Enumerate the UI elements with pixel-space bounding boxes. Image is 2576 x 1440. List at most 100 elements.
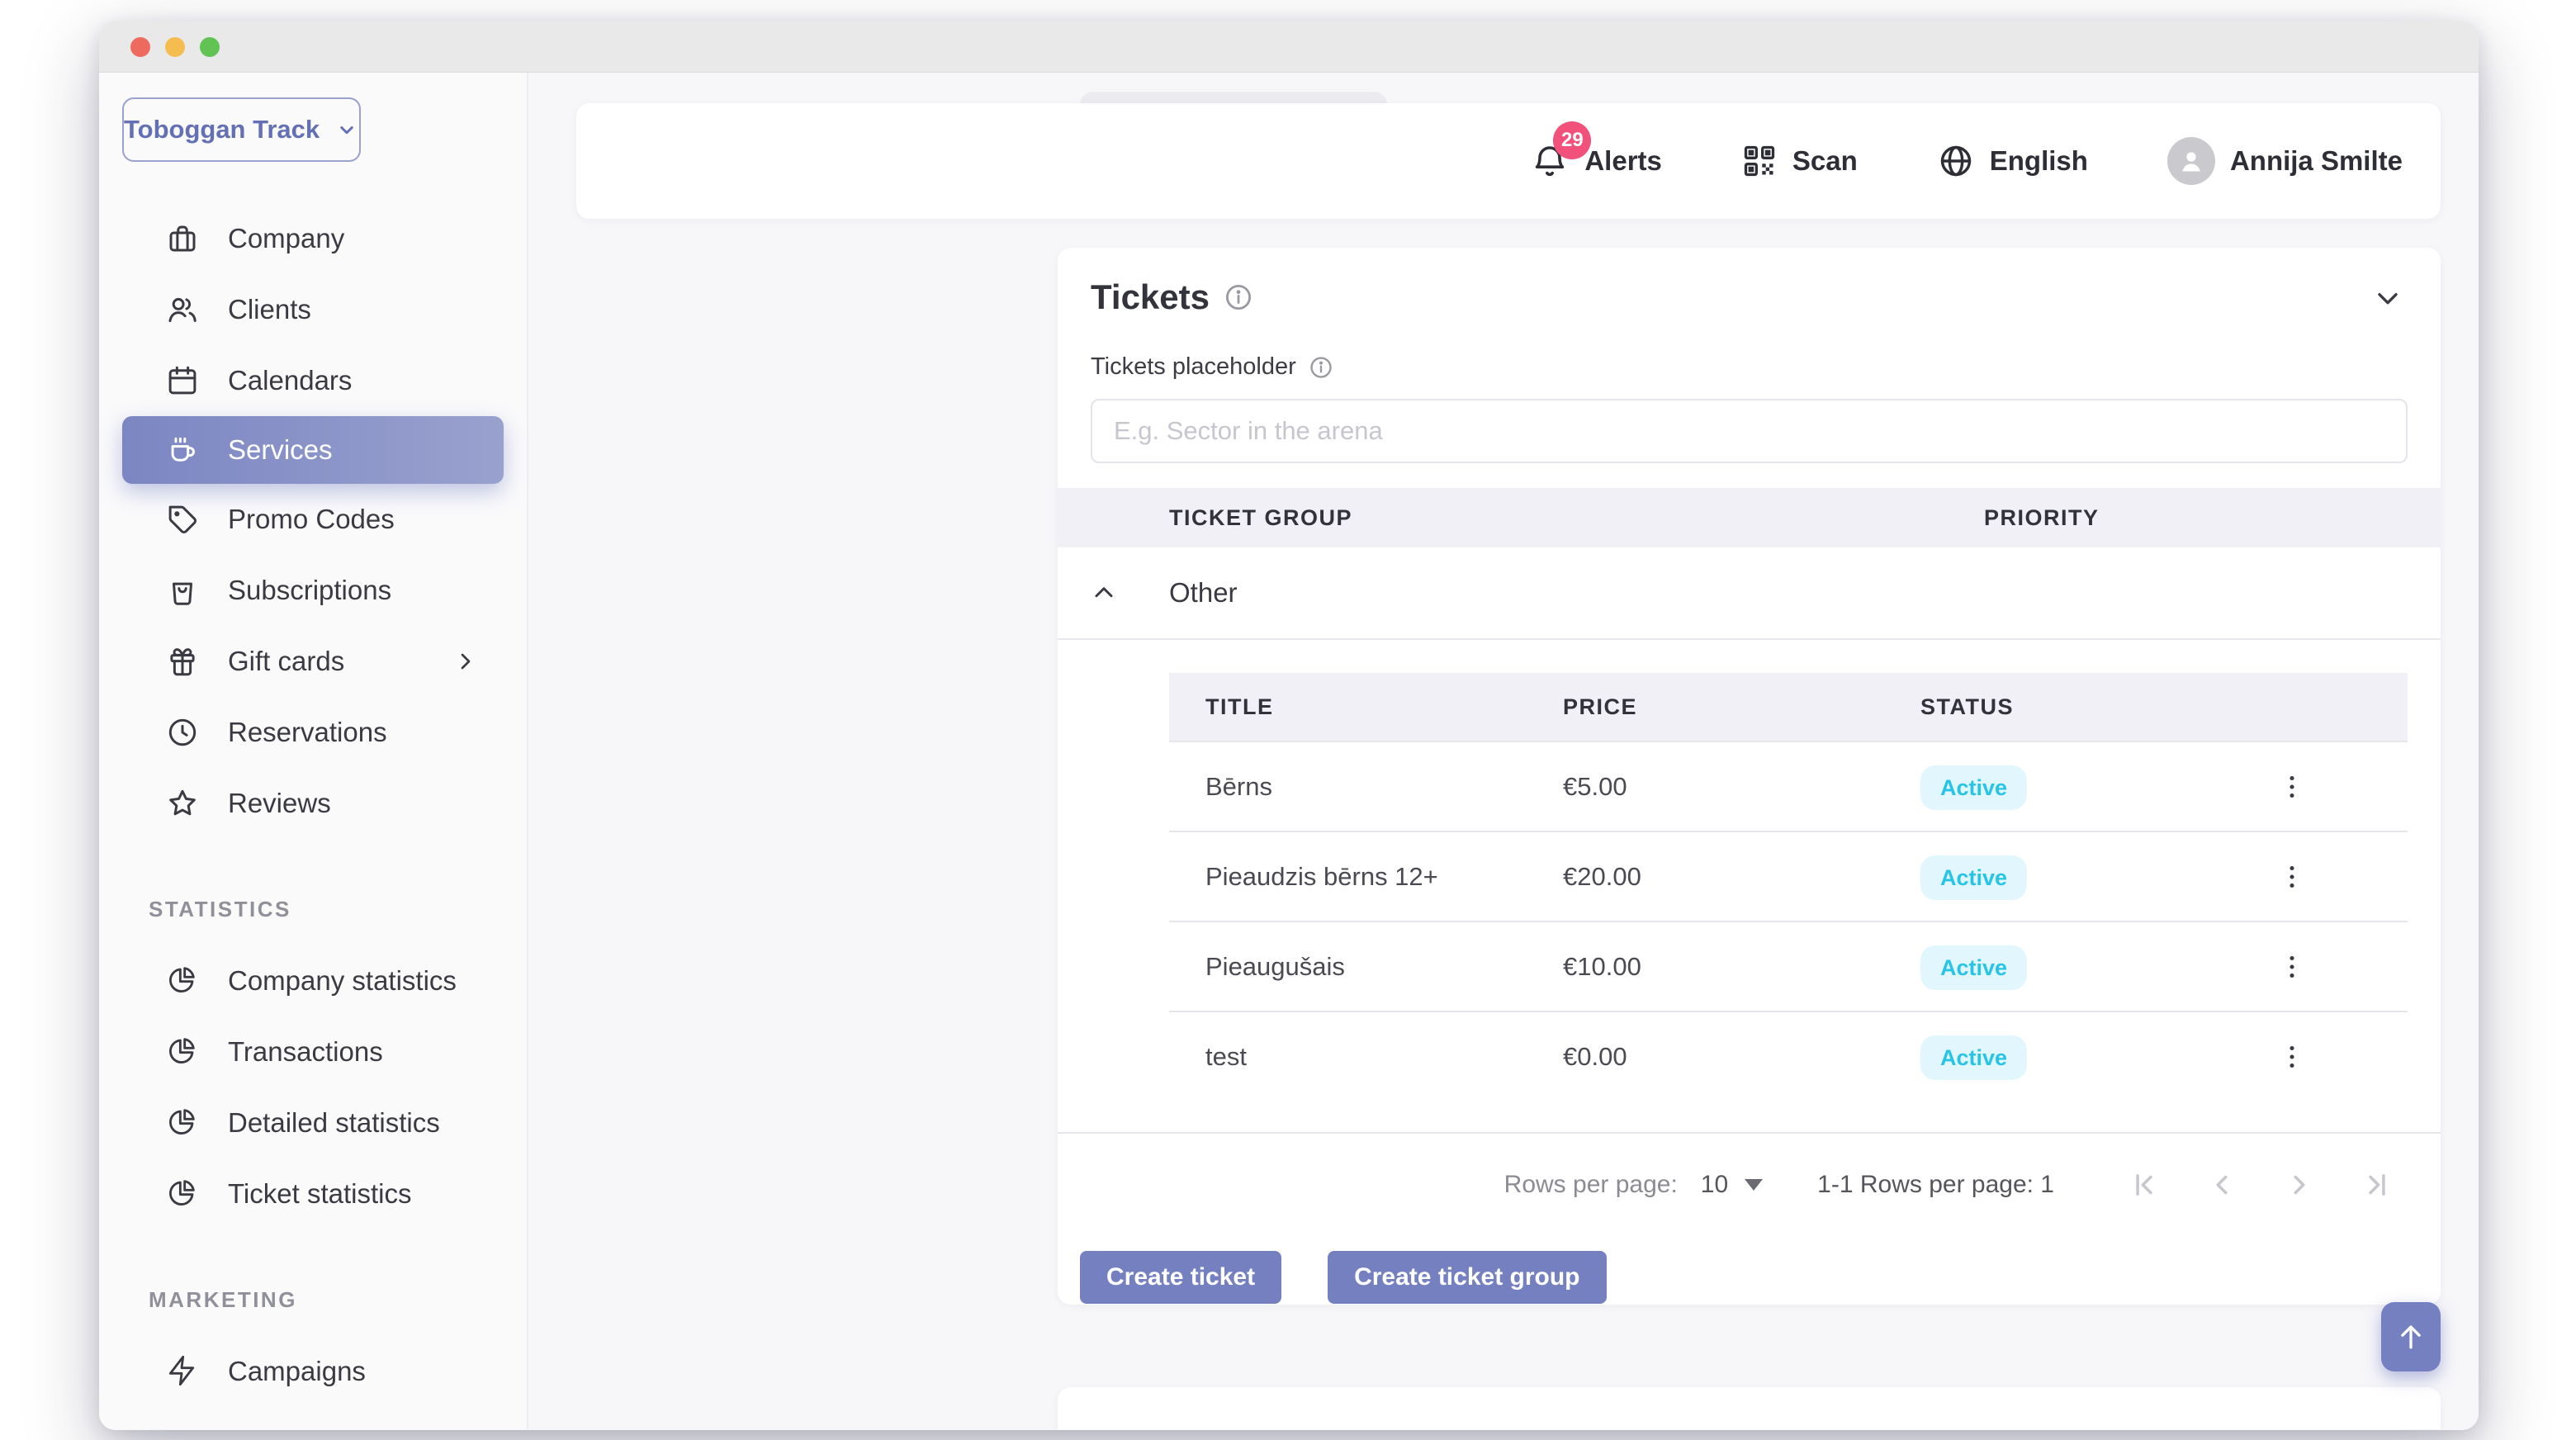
sidebar-item-ticket-statistics[interactable]: Ticket statistics <box>99 1158 527 1229</box>
rows-per-page-label: Rows per page: <box>1503 1171 1678 1198</box>
last-page-icon[interactable] <box>2361 1169 2393 1201</box>
clock-icon <box>165 715 200 750</box>
status-badge: Active <box>1920 945 2028 990</box>
sidebar-item-label: Company statistics <box>228 965 457 996</box>
tickets-table: TITLE PRICE STATUS Bērns €5.00 Active Pi… <box>1169 673 2408 1101</box>
create-ticket-group-button[interactable]: Create ticket group <box>1328 1251 1607 1304</box>
first-page-icon[interactable] <box>2129 1169 2160 1201</box>
main-content: 29 Alerts Scan English <box>528 73 2479 1429</box>
sidebar-item-label: Clients <box>228 294 311 324</box>
column-price: PRICE <box>1563 694 1638 719</box>
tickets-table-header: TITLE PRICE STATUS <box>1169 673 2408 741</box>
create-ticket-button[interactable]: Create ticket <box>1080 1251 1282 1304</box>
workspace-name: Toboggan Track <box>124 115 320 144</box>
qr-code-icon <box>1741 143 1778 179</box>
collapse-group-chevron-icon[interactable] <box>1089 578 1119 608</box>
sidebar-section-statistics: STATISTICS <box>149 897 291 921</box>
row-actions-kebab-icon[interactable] <box>2277 1042 2307 1072</box>
row-actions-kebab-icon[interactable] <box>2277 772 2307 802</box>
column-status: STATUS <box>1920 694 2014 719</box>
info-icon[interactable] <box>1223 282 1254 313</box>
ticket-group-row[interactable]: Other <box>1058 547 2441 640</box>
info-icon[interactable] <box>1308 354 1334 381</box>
next-page-icon[interactable] <box>2284 1169 2315 1201</box>
sidebar-item-label: Calendars <box>228 365 353 396</box>
ticket-title: Bērns <box>1205 771 1272 801</box>
chevron-down-icon <box>334 117 359 142</box>
caret-down-icon <box>1745 1179 1764 1191</box>
coffee-cup-icon <box>165 433 200 467</box>
row-actions-kebab-icon[interactable] <box>2277 862 2307 892</box>
window-close-button[interactable] <box>130 36 150 57</box>
sidebar-item-label: Transactions <box>228 1036 383 1067</box>
ticket-title: Pieaudzis bērns 12+ <box>1205 861 1438 891</box>
column-ticket-group: TICKET GROUP <box>1169 504 1353 530</box>
tag-icon <box>165 502 200 537</box>
previous-page-icon[interactable] <box>2206 1169 2237 1201</box>
rows-per-page-value: 10 <box>1700 1171 1729 1198</box>
window-minimize-button[interactable] <box>165 36 185 57</box>
pie-chart-icon <box>165 1106 200 1140</box>
sidebar-item-reviews[interactable]: Reviews <box>99 768 527 839</box>
pie-chart-icon <box>165 1035 200 1069</box>
table-row: Pieaudzis bērns 12+ €20.00 Active <box>1169 831 2408 921</box>
sidebar-item-subscriptions[interactable]: Subscriptions <box>99 555 527 626</box>
gift-icon <box>165 644 200 679</box>
user-menu[interactable]: Annija Smilte <box>2166 137 2403 185</box>
scroll-to-top-button[interactable] <box>2381 1302 2441 1371</box>
tickets-placeholder-input[interactable] <box>1091 399 2408 463</box>
sidebar-item-label: Subscriptions <box>228 575 392 605</box>
pagination: Rows per page: 10 1-1 Rows per page: 1 <box>1058 1134 2441 1236</box>
topbar: 29 Alerts Scan English <box>576 103 2441 219</box>
sidebar-item-company[interactable]: Company <box>99 203 527 274</box>
star-icon <box>165 786 200 821</box>
sidebar-item-detailed-statistics[interactable]: Detailed statistics <box>99 1087 527 1158</box>
window-titlebar <box>99 21 2479 73</box>
ticket-title: test <box>1205 1041 1247 1071</box>
sidebar-item-services[interactable]: Services <box>122 416 504 484</box>
status-badge: Active <box>1920 1035 2028 1080</box>
sidebar-item-transactions[interactable]: Transactions <box>99 1016 527 1087</box>
globe-icon <box>1937 142 1975 180</box>
workspace-switcher[interactable]: Toboggan Track <box>122 97 362 162</box>
alerts-label: Alerts <box>1584 145 1662 176</box>
user-name: Annija Smilte <box>2229 145 2403 176</box>
collapse-card-chevron-icon[interactable] <box>2371 281 2404 314</box>
sidebar-item-clients[interactable]: Clients <box>99 274 527 345</box>
ticket-price: €0.00 <box>1563 1041 1627 1071</box>
arrow-up-icon <box>2393 1319 2429 1355</box>
group-name: Other <box>1169 577 1238 608</box>
chevron-right-icon <box>452 648 479 675</box>
sidebar-item-label: Services <box>228 434 333 465</box>
rows-per-page-select[interactable]: 10 <box>1700 1171 1764 1199</box>
tickets-card: Tickets Tickets placeholder <box>1058 248 2441 1305</box>
ticket-price: €5.00 <box>1563 771 1627 801</box>
sidebar-item-calendars[interactable]: Calendars <box>99 345 527 416</box>
ticket-price: €10.00 <box>1563 951 1641 981</box>
status-badge: Active <box>1920 765 2028 810</box>
table-row: Bērns €5.00 Active <box>1169 741 2408 831</box>
pie-chart-icon <box>165 964 200 998</box>
sidebar-item-reservations[interactable]: Reservations <box>99 697 527 768</box>
scan-label: Scan <box>1792 145 1858 176</box>
sidebar-item-gift-cards[interactable]: Gift cards <box>99 626 527 697</box>
sidebar-item-label: Campaigns <box>228 1356 366 1386</box>
sidebar-item-company-statistics[interactable]: Company statistics <box>99 945 527 1016</box>
pie-chart-icon <box>165 1177 200 1211</box>
alerts-button[interactable]: 29 Alerts <box>1530 121 1662 181</box>
language-selector[interactable]: English <box>1937 142 2088 180</box>
pagination-range: 1-1 Rows per page: 1 <box>1817 1171 2054 1198</box>
app-window: Toboggan Track Company Clients <box>99 21 2479 1430</box>
window-zoom-button[interactable] <box>200 36 220 57</box>
row-actions-kebab-icon[interactable] <box>2277 952 2307 982</box>
sidebar-item-label: Promo Codes <box>228 504 395 534</box>
sidebar-item-label: Ticket statistics <box>228 1178 412 1209</box>
sidebar-item-promo-codes[interactable]: Promo Codes <box>99 484 527 555</box>
sidebar-item-campaigns[interactable]: Campaigns <box>99 1336 527 1407</box>
sidebar-item-label: Reservations <box>228 717 387 747</box>
avatar <box>2166 137 2215 185</box>
scan-button[interactable]: Scan <box>1741 143 1858 179</box>
briefcase-icon <box>165 221 200 256</box>
column-title: TITLE <box>1205 694 1274 719</box>
ticket-title: Pieaugušais <box>1205 951 1345 981</box>
